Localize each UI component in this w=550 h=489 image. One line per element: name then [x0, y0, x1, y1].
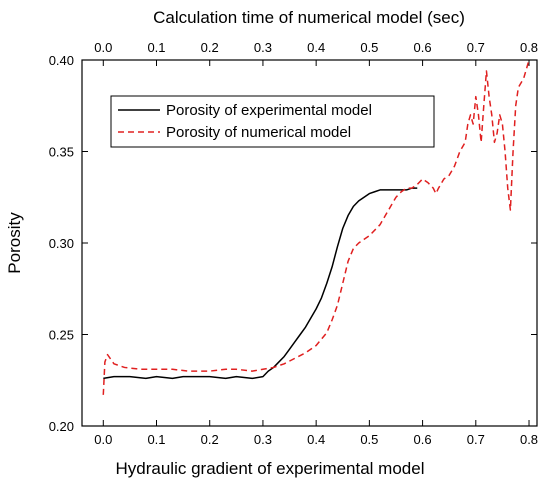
x-tick-label: 0.3	[254, 432, 272, 447]
x-axis-label: Hydraulic gradient of experimental model	[116, 459, 425, 478]
x-tick-label: 0.7	[467, 432, 485, 447]
y-tick-label: 0.30	[49, 236, 74, 251]
x2-tick-label: 0.4	[307, 40, 325, 55]
y-tick-label: 0.20	[49, 419, 74, 434]
x2-axis-label: Calculation time of numerical model (sec…	[153, 8, 465, 27]
legend-box	[110, 95, 435, 148]
x2-tick-label: 0.0	[94, 40, 112, 55]
x2-tick-label: 0.7	[467, 40, 485, 55]
x-tick-label: 0.5	[360, 432, 378, 447]
series-group	[102, 59, 530, 395]
x2-tick-label: 0.6	[414, 40, 432, 55]
x-tick-label: 0.8	[520, 432, 538, 447]
y-tick-label: 0.25	[49, 328, 74, 343]
x-tick-label: 0.4	[307, 432, 325, 447]
x-tick-label: 0.0	[94, 432, 112, 447]
y-tick-label: 0.35	[49, 145, 74, 160]
x2-tick-label: 0.3	[254, 40, 272, 55]
legend-label-experimental: Porosity of experimental model	[166, 102, 372, 119]
x2-tick-label: 0.2	[201, 40, 219, 55]
x-tick-label: 0.2	[201, 432, 219, 447]
legend: Porosity of experimental model Porosity …	[110, 95, 435, 148]
x2-tick-label: 0.1	[147, 40, 165, 55]
y-tick-label: 0.40	[49, 53, 74, 68]
axis-ticks: 0.0 0.1 0.2 0.3 0.4 0.5 0.6 0.7 0.80.0 0.1 0.2 0.3 0…	[49, 40, 538, 447]
x-tick-label: 0.6	[414, 432, 432, 447]
series-line-experimental	[103, 187, 418, 380]
legend-label-numerical: Porosity of numerical model	[166, 124, 351, 141]
series-line-numerical	[102, 59, 530, 395]
x-tick-label: 0.1	[147, 432, 165, 447]
y-axis-label: Porosity	[5, 212, 24, 274]
x2-tick-label: 0.8	[520, 40, 538, 55]
x2-tick-label: 0.5	[360, 40, 378, 55]
